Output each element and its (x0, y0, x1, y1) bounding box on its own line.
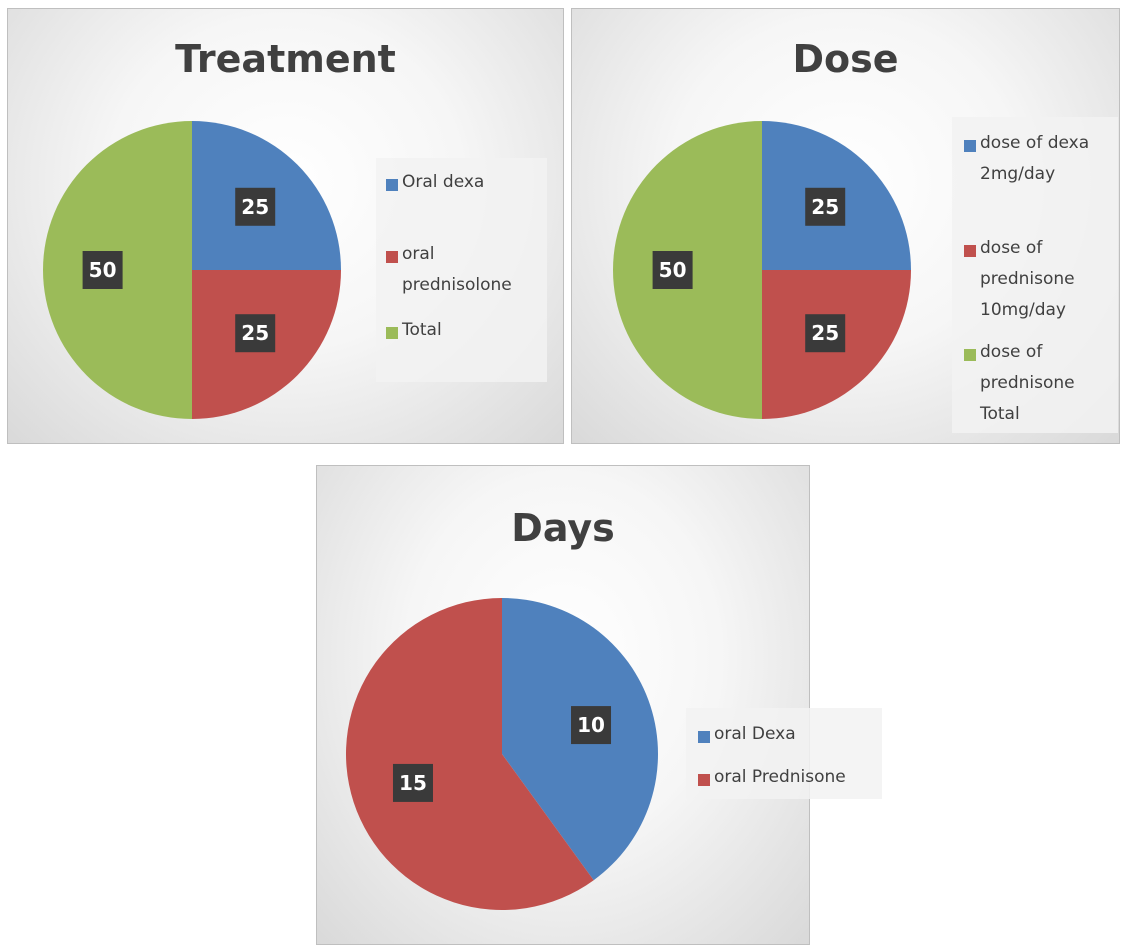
legend-label: Oral dexa (402, 172, 485, 192)
data-label: 25 (235, 187, 276, 226)
data-label: 15 (392, 763, 433, 802)
chart-legend: Oral dexa oral prednisolone Total (376, 158, 547, 382)
legend-item: Total (386, 320, 544, 346)
data-label: 50 (652, 251, 693, 289)
legend-item: dose of prednisone 10mg/day (964, 238, 1114, 326)
legend-label: oral Dexa (714, 724, 796, 744)
legend-swatch (698, 731, 710, 743)
days-chart-panel: Days 10 15 oral Dexa oral Prednisone (316, 465, 882, 945)
legend-swatch (386, 327, 398, 339)
legend-item: dose of prednisone Total (964, 342, 1114, 430)
treatment-chart-panel: Treatment 25 25 50 Oral dexa oral predniso… (7, 8, 564, 444)
pie-chart: 10 15 (346, 598, 658, 910)
data-label-box (235, 314, 276, 353)
data-label: 50 (82, 251, 123, 289)
data-label: 25 (805, 314, 846, 353)
dose-chart-panel: Dose 25 25 50 dose of dexa 2mg/day dose of… (571, 8, 1120, 444)
data-label: 25 (235, 314, 276, 353)
legend-label: dose of dexa 2mg/day (980, 133, 1090, 184)
legend-swatch (964, 245, 976, 257)
data-label-text: 10 (577, 713, 605, 737)
legend-item: Oral dexa (386, 172, 544, 198)
legend-label: Total (402, 320, 442, 340)
data-label-text: 25 (241, 195, 269, 219)
legend-swatch (386, 179, 398, 191)
legend-label: dose of prednisone 10mg/day (980, 238, 1075, 320)
data-label: 10 (571, 706, 612, 745)
legend-swatch (386, 251, 398, 263)
data-label-text: 25 (811, 195, 839, 219)
data-label-box (805, 314, 846, 353)
data-label-text: 15 (399, 771, 427, 795)
pie-slice (346, 598, 594, 910)
chart-title: Treatment (175, 37, 396, 81)
data-label-text: 25 (811, 321, 839, 345)
data-label-box (235, 187, 276, 226)
legend-label: dose of prednisone Total (980, 342, 1075, 424)
data-label-text: 50 (659, 258, 687, 282)
chart-title: Dose (792, 37, 899, 81)
legend-swatch (964, 349, 976, 361)
data-label: 25 (805, 187, 846, 226)
legend-swatch (964, 140, 976, 152)
legend-label: oral Prednisone (714, 767, 846, 787)
pie-chart: 25 25 50 (613, 121, 911, 419)
pie-chart: 25 25 50 (43, 121, 341, 419)
legend-label: oral prednisolone (402, 244, 512, 295)
data-label-text: 50 (89, 258, 117, 282)
chart-title: Days (511, 506, 615, 550)
chart-legend: dose of dexa 2mg/day dose of prednisone … (952, 117, 1118, 433)
chart-legend: oral Dexa oral Prednisone (686, 708, 882, 799)
data-label-box (805, 187, 846, 226)
legend-item: oral Dexa (698, 724, 878, 750)
legend-swatch (698, 774, 710, 786)
data-label-box (392, 763, 433, 802)
data-label-text: 25 (241, 321, 269, 345)
data-label-box (571, 706, 612, 745)
legend-item: oral Prednisone (698, 767, 878, 793)
data-label-box (652, 251, 693, 289)
data-label-box (82, 251, 123, 289)
legend-item: dose of dexa 2mg/day (964, 133, 1114, 190)
legend-item: oral prednisolone (386, 244, 544, 301)
